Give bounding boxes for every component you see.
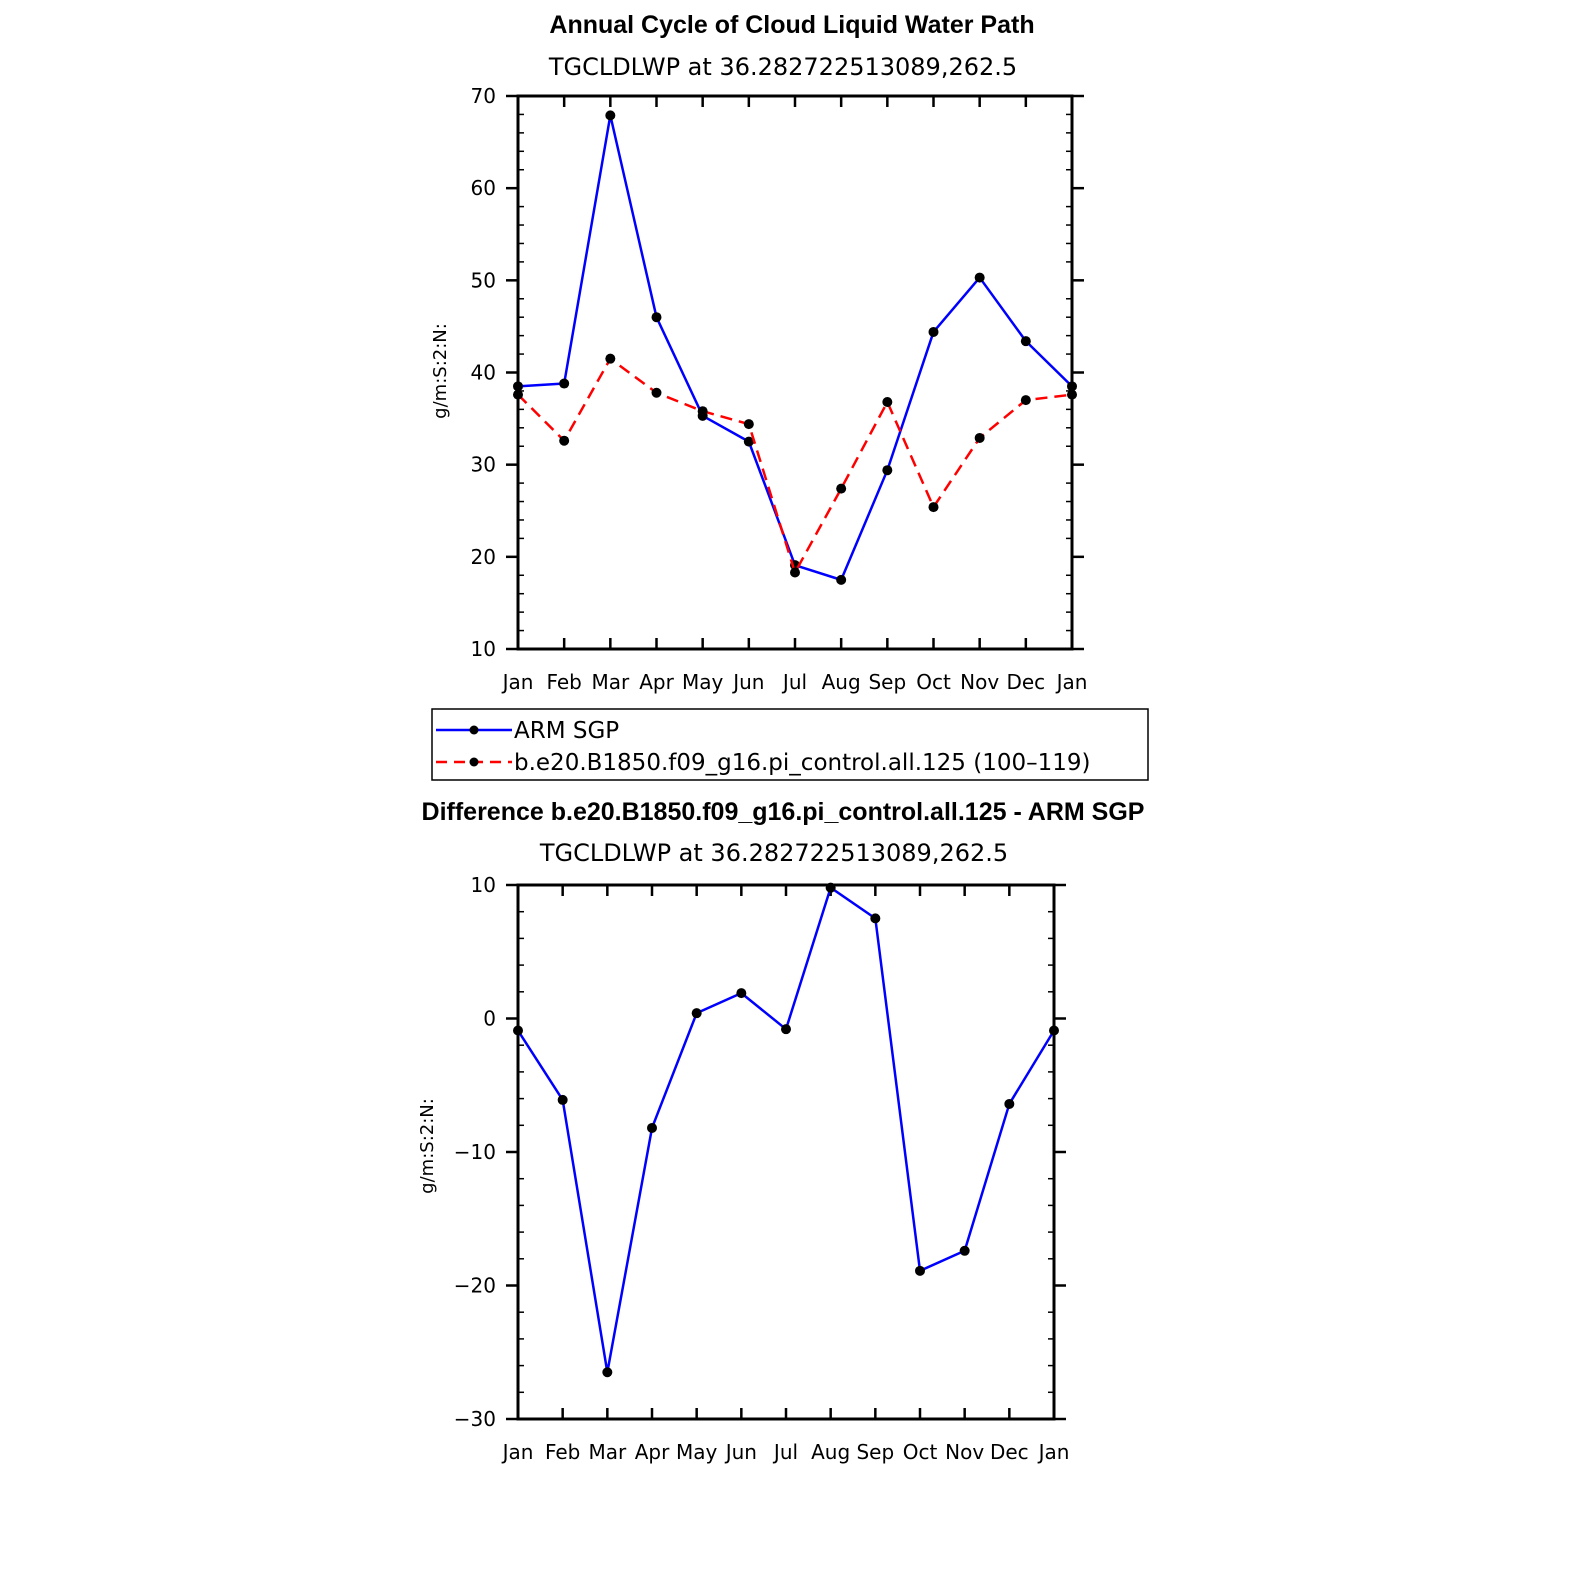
x-tick-label: Jul [781,670,807,694]
x-tick-label: Oct [903,1440,938,1464]
x-tick-label: Sep [868,670,906,694]
series-1-point [697,406,708,417]
x-tick-label: May [682,670,724,694]
legend-marker-arm [469,725,479,735]
series-0-line [517,114,1073,582]
x-tick-label: Jun [724,1440,757,1464]
series-0-point [691,1008,702,1019]
chart2-plot: Jan Feb Mar Apr May Jun Jul Aug Sep Oct Nov Dec Jan−… [454,873,1070,1464]
series-0-point [559,378,570,389]
x-tick-label: Apr [635,1440,670,1464]
series-0-point [915,1265,925,1276]
series-1-point [928,502,939,513]
x-tick-label: Feb [545,1440,580,1464]
chart2-ylabel: g/m:S:2:N: [417,1098,438,1194]
y-tick-label: −10 [454,1140,496,1164]
y-tick-label: 40 [471,361,496,385]
series-0-point [1067,381,1077,392]
series-0-point [1004,1098,1015,1109]
series-0-point [557,1094,568,1105]
series-0-point [825,882,836,893]
y-tick-label: 10 [471,873,496,897]
series-1-point [743,419,754,430]
series-1-line [517,357,1073,574]
x-tick-label: Jun [731,670,764,694]
series-0-point [836,574,847,585]
x-tick-label: Jan [501,1440,534,1464]
chart1-subtitle: TGCLDLWP at 36.282722513089,262.5 [548,53,1017,81]
series-1-point [1067,389,1077,400]
x-tick-label: Mar [588,1440,627,1464]
x-tick-label: Sep [856,1440,894,1464]
series-0-point [602,1367,613,1378]
legend-box [431,708,1149,781]
series-0-point [882,465,893,476]
series-0-point [513,381,523,392]
y-tick-label: 60 [471,176,496,200]
legend-label-arm: ARM SGP [514,718,619,744]
series-0-point [743,436,754,447]
series-0-point [647,1122,657,1133]
x-tick-label: Jan [501,670,534,694]
y-tick-label: 30 [471,453,496,477]
y-tick-label: 10 [471,637,496,661]
series-0-point [928,326,939,337]
series-0-point [1020,336,1031,347]
y-tick-label: −20 [454,1274,496,1298]
plot-frame [516,883,1056,1421]
x-tick-label: Feb [546,670,581,694]
y-tick-label: 0 [483,1007,496,1031]
x-tick-label: Dec [990,1440,1029,1464]
x-tick-label: Dec [1006,670,1045,694]
x-tick-label: Nov [945,1440,984,1464]
series-0-point [959,1245,970,1256]
x-tick-label: Aug [822,670,861,694]
legend: ARM SGP b.e20.B1850.f09_g16.pi_control.a… [431,708,1149,781]
y-tick-label: −30 [454,1407,496,1431]
x-tick-label: Jan [1037,1440,1070,1464]
x-tick-label: Nov [960,670,999,694]
series-0-point [513,1025,523,1036]
series-0-point [1049,1025,1059,1036]
y-tick-label: 70 [471,84,496,108]
y-tick-label: 20 [471,545,496,569]
y-tick-label: 50 [471,268,496,292]
legend-label-model: b.e20.B1850.f09_g16.pi_control.all.125 (… [514,750,1090,776]
chart2-title: Difference b.e20.B1850.f09_g16.pi_contro… [422,798,1145,826]
chart1-title: Annual Cycle of Cloud Liquid Water Path [549,11,1034,39]
x-tick-label: Aug [811,1440,850,1464]
series-1-point [605,353,616,364]
x-tick-label: Mar [591,670,630,694]
chart1-plot: Jan Feb Mar Apr May Jun Jul Aug Sep Oct Nov Dec Jan1… [471,84,1088,694]
series-1-point [513,389,523,400]
series-0-line [516,886,1056,1374]
series-1-point [790,567,800,578]
x-tick-label: Oct [916,670,951,694]
series-1-point [974,432,985,443]
series-0-point [870,913,881,924]
x-tick-label: Jan [1055,670,1088,694]
series-1-point [559,435,570,446]
chart1-ylabel: g/m:S:2:N: [430,323,451,419]
x-tick-label: Apr [639,670,674,694]
legend-marker-model [469,757,479,767]
series-1-point [1020,395,1031,406]
series-0-point [605,110,616,121]
series-0-point [651,312,662,323]
series-1-point [651,387,662,398]
series-0-point [781,1024,791,1035]
series-0-point [974,272,985,283]
series-1-point [882,396,893,407]
chart2-subtitle: TGCLDLWP at 36.282722513089,262.5 [539,839,1008,867]
x-tick-label: Jul [772,1440,798,1464]
x-tick-label: May [676,1440,718,1464]
series-1-point [836,483,847,494]
series-0-point [736,988,747,999]
